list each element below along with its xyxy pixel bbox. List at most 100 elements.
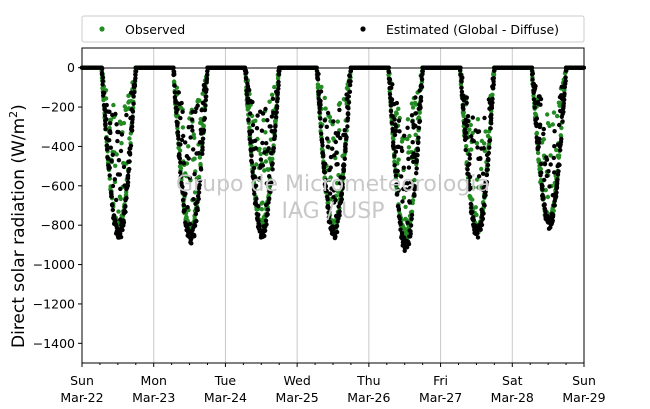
data-point: [272, 84, 277, 90]
data-point: [392, 117, 397, 122]
data-point: [203, 103, 208, 108]
data-point: [252, 188, 257, 193]
data-point: [129, 124, 135, 129]
data-point: [197, 98, 202, 103]
data-point: [270, 96, 276, 102]
data-point: [271, 145, 276, 151]
data-point: [181, 202, 186, 208]
data-point: [322, 95, 327, 101]
data-point: [255, 113, 260, 118]
data-point: [405, 117, 411, 122]
data-point: [102, 113, 108, 118]
data-point: [276, 83, 281, 88]
data-point: [390, 82, 395, 87]
data-point: [563, 78, 568, 84]
data-point: [464, 123, 470, 128]
data-point: [465, 119, 471, 124]
data-point: [260, 111, 266, 116]
data-point: [465, 114, 471, 119]
data-point: [177, 152, 182, 157]
data-point: [394, 182, 399, 187]
data-point: [486, 150, 491, 156]
data-point: [318, 89, 324, 94]
data-point: [274, 110, 279, 115]
data-point: [317, 110, 322, 115]
legend-marker-observed: [99, 26, 105, 32]
data-point: [491, 79, 496, 84]
data-point: [401, 165, 406, 170]
data-point: [315, 85, 321, 90]
data-point: [344, 134, 349, 140]
data-point: [470, 197, 475, 202]
data-point: [413, 111, 419, 116]
data-point: [200, 136, 206, 141]
data-point: [468, 201, 473, 207]
data-point: [263, 218, 269, 223]
data-point: [534, 130, 540, 136]
x-tick-label-date: Mar-25: [276, 390, 319, 405]
data-point: [100, 75, 106, 80]
data-point: [542, 161, 548, 166]
data-point: [100, 82, 105, 87]
watermark-line-1: Grupo de Micrometeorologia: [176, 172, 490, 197]
data-point: [180, 125, 186, 130]
data-point: [113, 218, 118, 223]
data-point: [551, 110, 557, 115]
data-point: [178, 160, 183, 165]
data-point: [103, 122, 108, 128]
data-point: [392, 132, 398, 138]
data-point: [261, 118, 266, 123]
data-point: [258, 151, 263, 157]
data-point: [244, 76, 249, 82]
data-point: [185, 205, 190, 210]
data-point: [413, 132, 418, 137]
data-point: [465, 167, 470, 172]
data-point: [475, 235, 481, 240]
data-point: [483, 129, 488, 134]
legend-label-estimated: Estimated (Global - Diffuse): [386, 22, 559, 37]
data-point: [343, 142, 348, 147]
data-point: [470, 115, 475, 120]
data-point: [133, 72, 138, 78]
data-point: [102, 90, 107, 96]
data-point: [394, 124, 399, 129]
data-point: [541, 137, 546, 142]
data-point: [410, 198, 416, 203]
data-point: [393, 173, 399, 178]
data-point: [109, 158, 114, 164]
data-point: [107, 165, 112, 170]
data-point: [196, 196, 201, 202]
data-point: [172, 72, 177, 77]
data-point: [178, 166, 184, 171]
data-point: [200, 151, 205, 156]
data-point: [401, 195, 407, 200]
data-point: [480, 216, 486, 221]
data-point: [321, 165, 327, 171]
x-tick-label-date: Mar-23: [132, 390, 175, 405]
data-point: [331, 227, 336, 232]
data-point: [124, 112, 129, 118]
data-point: [200, 145, 205, 150]
data-point: [470, 209, 475, 215]
data-point: [204, 94, 209, 99]
data-point: [191, 132, 196, 137]
data-point: [461, 110, 466, 115]
x-tick-label-day: Wed: [284, 373, 311, 388]
data-point: [267, 174, 272, 179]
data-point: [323, 183, 329, 189]
data-point: [119, 132, 125, 137]
data-point: [320, 140, 325, 145]
data-point: [197, 155, 203, 160]
data-point: [534, 121, 539, 127]
data-point: [270, 167, 275, 172]
data-point: [464, 100, 469, 106]
y-tick-label: −400: [41, 139, 75, 154]
data-point: [340, 181, 345, 187]
data-point: [490, 96, 495, 102]
data-point: [266, 146, 271, 151]
data-point: [108, 117, 114, 122]
data-point: [127, 159, 132, 164]
data-point: [180, 184, 185, 190]
data-point: [342, 128, 347, 133]
data-point: [249, 160, 255, 165]
